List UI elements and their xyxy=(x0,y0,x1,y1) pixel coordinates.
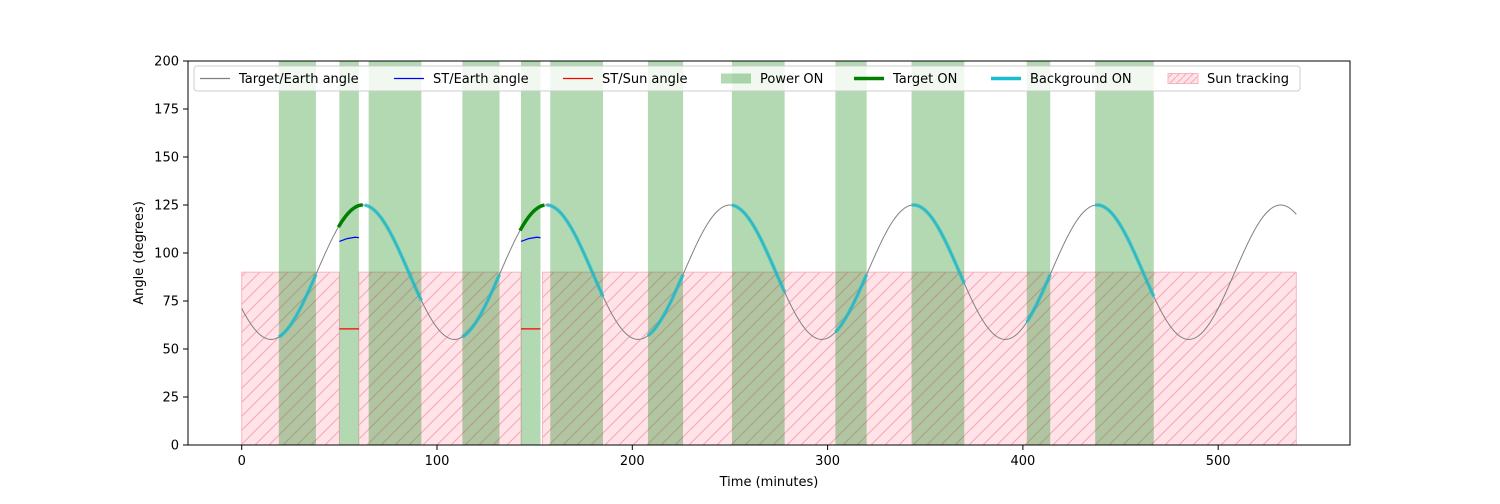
legend: Target/Earth angle ST/Earth angle ST/Sun a… xyxy=(193,65,1301,92)
x-axis-title: Time (minutes) xyxy=(719,475,819,490)
background-on-segment xyxy=(1025,273,1052,323)
legend-item: Target/Earth angle xyxy=(200,72,359,87)
legend-item: Sun tracking xyxy=(1167,72,1289,87)
power-on-span xyxy=(368,61,422,445)
y-axis-title: Angle (degrees) xyxy=(132,201,147,305)
power-on-span xyxy=(339,61,359,445)
x-tick-label: 200 xyxy=(620,454,645,469)
lines-layer xyxy=(241,203,1297,340)
power-on-span xyxy=(278,61,316,445)
y-tick-label: 0 xyxy=(171,439,179,454)
power-on-span xyxy=(1095,61,1154,445)
legend-label: Background ON xyxy=(1030,72,1132,87)
target-on-segment xyxy=(336,203,363,229)
legend-item: Target ON xyxy=(854,72,957,87)
background-on-segment xyxy=(834,273,869,334)
legend-label: Sun tracking xyxy=(1207,72,1289,87)
st-earth-angle-segment xyxy=(520,236,541,243)
background-on-segment xyxy=(731,203,787,293)
legend-swatch xyxy=(721,73,751,84)
sun-tracking-hatch xyxy=(241,271,340,445)
power-on-span xyxy=(647,61,684,445)
power-on-span xyxy=(911,61,965,445)
legend-item: ST/Earth angle xyxy=(394,72,529,87)
sun-tracking-hatch xyxy=(358,271,522,445)
background-on-segment xyxy=(911,203,966,285)
power-on-span xyxy=(520,61,541,445)
legend-label: ST/Earth angle xyxy=(433,72,529,87)
y-tick-label: 175 xyxy=(154,103,179,118)
power-on-layer xyxy=(278,61,1154,445)
power-on-span xyxy=(1026,61,1051,445)
power-on-span xyxy=(731,61,785,445)
power-on-span xyxy=(835,61,867,445)
y-tick-label: 50 xyxy=(162,343,179,358)
background-on-segment xyxy=(1094,203,1156,298)
y-axis: 0 25 50 75 100 125 150 175 200 xyxy=(154,55,188,454)
legend-label: Target/Earth angle xyxy=(238,72,359,87)
st-earth-angle-segment xyxy=(339,236,359,243)
x-axis: 0 100 200 300 400 500 xyxy=(238,445,1231,469)
legend-item: Power ON xyxy=(721,72,823,87)
legend-item: Background ON xyxy=(991,72,1132,87)
legend-label: Power ON xyxy=(760,72,823,87)
target-on-segment xyxy=(518,203,545,232)
x-tick-label: 300 xyxy=(815,454,840,469)
legend-swatch-hatch xyxy=(1168,73,1198,84)
power-on-span xyxy=(550,61,603,445)
y-tick-label: 150 xyxy=(154,151,179,166)
y-tick-label: 75 xyxy=(162,295,179,310)
power-on-span xyxy=(462,61,500,445)
legend-item: ST/Sun angle xyxy=(563,72,688,87)
sun-tracking-hatch xyxy=(541,271,1297,445)
legend-label: ST/Sun angle xyxy=(602,72,688,87)
background-on-segment xyxy=(364,203,423,302)
x-tick-label: 400 xyxy=(1010,454,1035,469)
background-on-segment xyxy=(461,273,502,339)
legend-box xyxy=(193,65,1301,92)
x-tick-label: 0 xyxy=(238,454,246,469)
y-tick-label: 25 xyxy=(162,391,179,406)
x-tick-label: 500 xyxy=(1206,454,1231,469)
x-tick-label: 100 xyxy=(425,454,450,469)
sun-tracking-layer xyxy=(241,271,1297,445)
background-on-segment xyxy=(277,273,318,339)
legend-label: Target ON xyxy=(892,72,957,87)
y-tick-label: 200 xyxy=(154,55,179,70)
background-on-segment xyxy=(646,273,685,338)
y-tick-label: 125 xyxy=(154,199,179,214)
background-on-segment xyxy=(546,203,605,298)
y-tick-label: 100 xyxy=(154,247,179,262)
